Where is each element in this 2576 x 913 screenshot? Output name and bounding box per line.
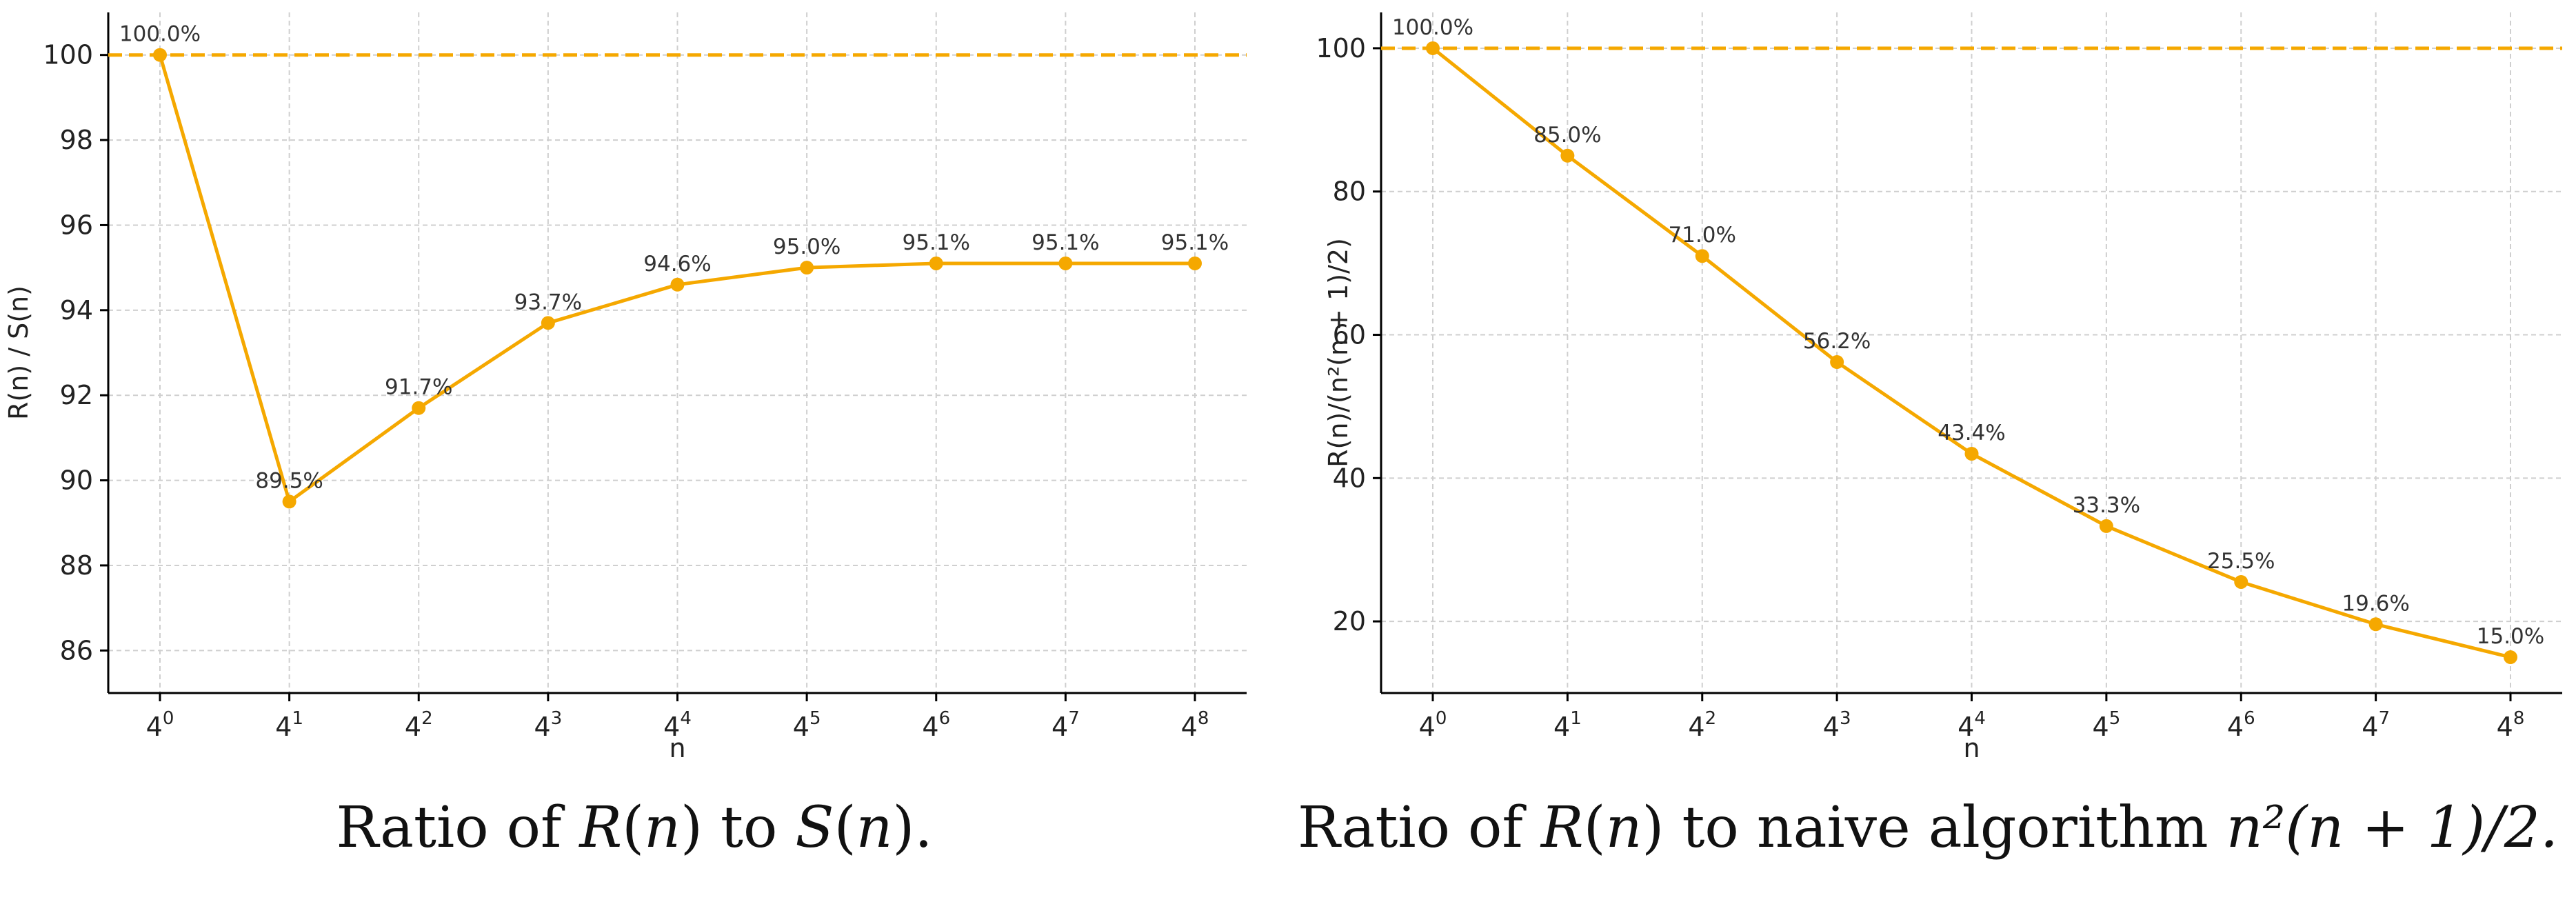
data-point — [153, 48, 167, 62]
y-tick-label: 60 — [1333, 320, 1366, 350]
data-label: 94.6% — [643, 252, 711, 277]
data-label: 33.3% — [2073, 493, 2140, 518]
x-tick-label: 48 — [1181, 708, 1209, 742]
x-tick-label: 42 — [1688, 708, 1716, 742]
y-tick-label: 94 — [60, 295, 93, 325]
x-tick-label: 48 — [2497, 708, 2525, 742]
y-axis-label: R(n)/(n²(n + 1)/2) — [1323, 238, 1354, 468]
x-tick-label: 45 — [2093, 708, 2121, 742]
y-tick-label: 88 — [60, 550, 93, 581]
data-label: 91.7% — [385, 375, 452, 400]
data-point — [2234, 574, 2248, 589]
data-label: 95.1% — [903, 230, 970, 255]
y-axis-label: R(n) / S(n) — [3, 285, 34, 420]
data-point — [929, 256, 943, 270]
x-tick-label: 43 — [1823, 708, 1851, 742]
data-label: 85.0% — [1533, 123, 1601, 148]
chart-ratio-r-to-s: 86 88 90 92 94 96 98 100 40 41 42 43 44 45 46 47 48 n R(n)… — [3, 12, 1247, 763]
data-point — [1964, 446, 1979, 461]
chart-ratio-r-to-naive: 20 40 60 80 100 40 41 42 43 44 45 46 47 48 n R(n)/(n²(n… — [1316, 12, 2562, 763]
x-tick-label: 47 — [2362, 708, 2390, 742]
data-label: 43.4% — [1938, 421, 2005, 445]
data-label: 95.1% — [1161, 230, 1229, 255]
data-point — [1058, 256, 1073, 270]
data-label: 56.2% — [1803, 329, 1871, 354]
data-point — [282, 494, 296, 509]
data-point — [2099, 519, 2113, 533]
x-axis-label: n — [669, 733, 685, 763]
x-tick-label: 42 — [405, 708, 433, 742]
x-tick-label: 40 — [146, 708, 174, 742]
data-label: 71.0% — [1669, 223, 1736, 248]
x-tick-label: 44 — [1958, 708, 1986, 742]
y-tick-label: 80 — [1333, 177, 1366, 207]
data-label: 95.1% — [1032, 230, 1099, 255]
data-point — [670, 277, 685, 292]
x-tick-label: 44 — [663, 708, 692, 742]
y-tick-label: 100 — [1316, 33, 1366, 63]
data-point — [800, 261, 814, 275]
data-point — [412, 401, 426, 415]
data-point — [2504, 650, 2517, 665]
x-tick-label: 41 — [275, 708, 303, 742]
data-label: 89.5% — [255, 468, 323, 493]
data-label: 95.0% — [773, 234, 841, 259]
x-tick-label: 47 — [1051, 708, 1080, 742]
data-point — [1188, 256, 1202, 270]
x-tick-label: 46 — [922, 708, 950, 742]
y-tick-label: 92 — [60, 380, 93, 410]
data-point — [1830, 355, 1844, 370]
y-tick-label: 90 — [60, 465, 93, 496]
x-axis-label: n — [1963, 733, 1980, 763]
y-tick-label: 100 — [43, 40, 93, 70]
y-tick-label: 20 — [1333, 606, 1366, 636]
x-tick-label: 45 — [793, 708, 821, 742]
data-label: 19.6% — [2342, 591, 2409, 616]
x-tick-label: 46 — [2227, 708, 2255, 742]
data-label: 25.5% — [2207, 549, 2275, 574]
y-tick-label: 40 — [1333, 463, 1366, 493]
data-point — [1560, 148, 1575, 163]
x-tick-label: 40 — [1419, 708, 1447, 742]
data-label: 15.0% — [2477, 624, 2544, 649]
caption-right: Ratio of R(n) to naive algorithm n²(n + … — [1298, 795, 2558, 861]
data-point — [2368, 617, 2383, 632]
data-point — [1695, 249, 1709, 263]
data-label: 100.0% — [1392, 15, 1473, 40]
y-tick-label: 86 — [60, 635, 93, 665]
data-point — [541, 316, 555, 330]
x-tick-label: 41 — [1553, 708, 1582, 742]
data-label: 100.0% — [119, 22, 201, 47]
y-tick-label: 96 — [60, 210, 93, 240]
x-tick-label: 43 — [534, 708, 563, 742]
grid — [108, 12, 1247, 693]
y-tick-label: 98 — [60, 125, 93, 155]
data-label: 93.7% — [514, 290, 582, 314]
caption-left: Ratio of R(n) to S(n). — [336, 795, 933, 861]
data-point — [1426, 41, 1440, 55]
